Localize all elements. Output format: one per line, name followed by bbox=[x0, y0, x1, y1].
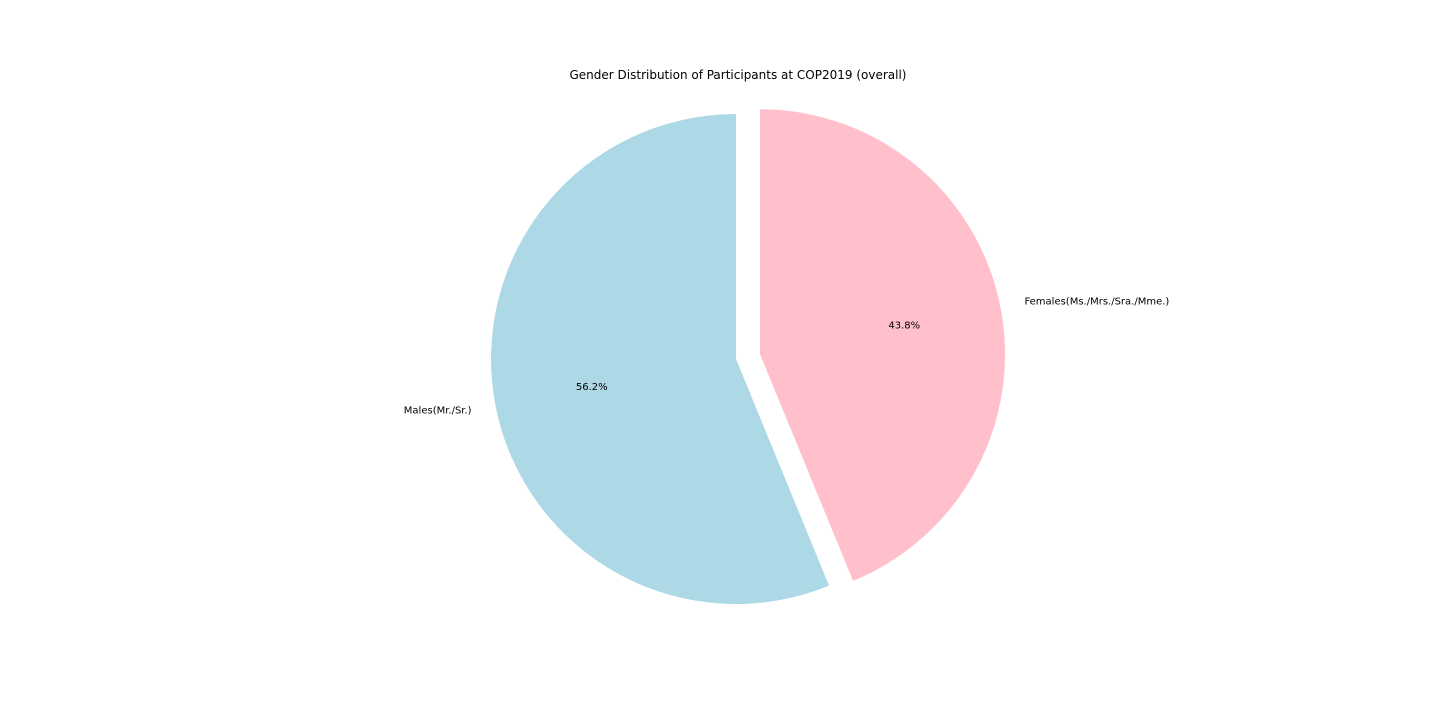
slice-category-label: Males(Mr./Sr.) bbox=[404, 406, 472, 417]
chart-title: Gender Distribution of Participants at C… bbox=[569, 68, 907, 82]
pie-slice-females bbox=[760, 109, 1006, 581]
pie-slice-males bbox=[491, 114, 830, 604]
slice-percent-label: 56.2% bbox=[576, 382, 608, 393]
slice-category-label: Females(Ms./Mrs./Sra./Mme.) bbox=[1024, 297, 1169, 308]
slice-percent-label: 43.8% bbox=[888, 320, 920, 331]
